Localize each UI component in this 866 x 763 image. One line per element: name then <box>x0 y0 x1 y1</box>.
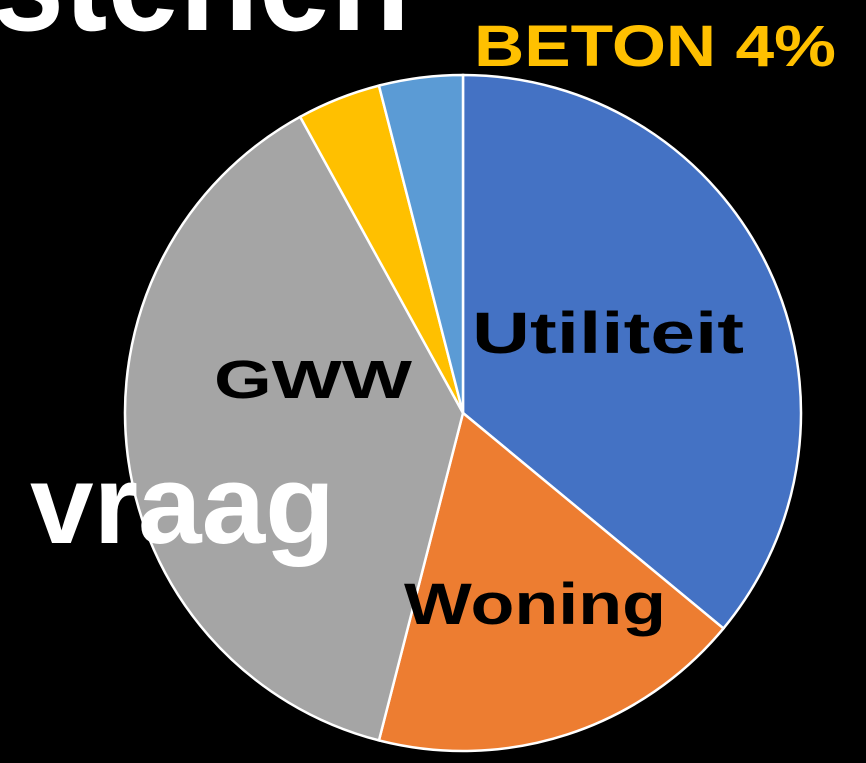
pie-slice <box>377 410 726 753</box>
labels: Utiliteit Woning GWW BETON 4% stenen vraag <box>0 0 836 637</box>
value-label: BETON 4% <box>474 14 836 79</box>
pie-slice <box>123 115 465 742</box>
pie <box>123 73 803 753</box>
annotation: stenen <box>0 0 410 62</box>
pie-slice <box>377 73 465 414</box>
category-label: GWW <box>214 350 412 410</box>
category-label: Utiliteit <box>472 301 744 366</box>
category-label: Woning <box>404 572 666 637</box>
annotation: vraag <box>30 442 335 567</box>
pie-slice <box>461 73 803 631</box>
